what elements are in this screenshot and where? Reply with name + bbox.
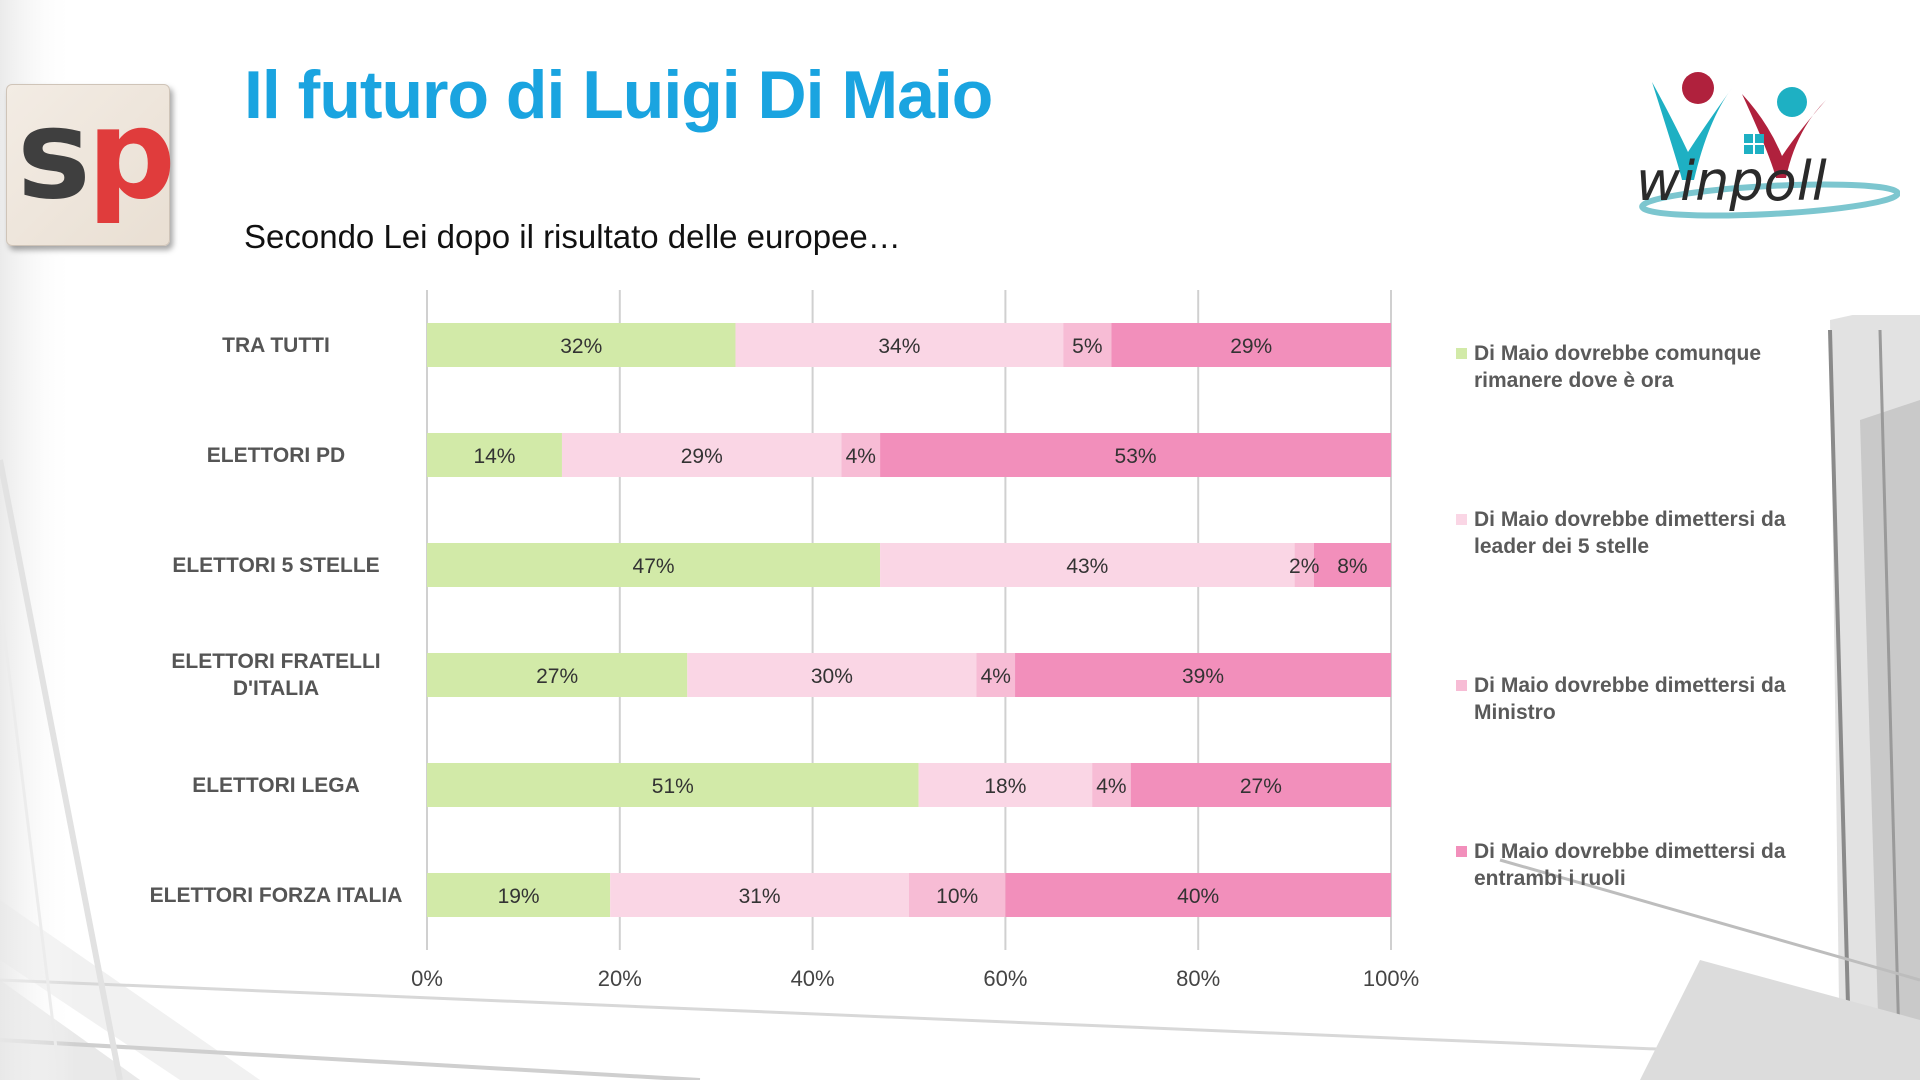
bar-value-label: 8% bbox=[1337, 555, 1367, 578]
legend-swatch bbox=[1456, 514, 1467, 525]
bar-segment bbox=[1130, 763, 1391, 807]
sp-logo-p: p bbox=[87, 83, 176, 227]
x-tick-label: 60% bbox=[983, 966, 1028, 991]
bar-value-label: 34% bbox=[878, 335, 920, 358]
bar-segment bbox=[427, 763, 919, 807]
page-title: Il futuro di Luigi Di Maio bbox=[244, 57, 993, 133]
bar-segment bbox=[841, 433, 881, 477]
sp-logo-s: s bbox=[17, 83, 91, 227]
x-tick-label: 80% bbox=[1176, 966, 1221, 991]
x-tick-label: 20% bbox=[597, 966, 642, 991]
bar-value-label: 14% bbox=[473, 445, 515, 468]
bar-segment bbox=[427, 323, 736, 367]
bar-value-label: 18% bbox=[984, 775, 1026, 798]
sp-logo: s p bbox=[6, 83, 176, 246]
category-label: TRA TUTTI bbox=[222, 333, 330, 357]
bar-segment bbox=[1015, 653, 1391, 697]
x-tick-label: 40% bbox=[790, 966, 835, 991]
x-tick-label: 0% bbox=[411, 966, 443, 991]
bar-value-label: 2% bbox=[1289, 555, 1319, 578]
bar-segment bbox=[561, 433, 842, 477]
chart-bars bbox=[427, 323, 1391, 917]
bar-segment bbox=[1313, 543, 1391, 587]
legend-swatch bbox=[1456, 680, 1467, 691]
bar-segment bbox=[735, 323, 1064, 367]
bar-segment bbox=[918, 763, 1093, 807]
legend-label: Di Maio dovrebbe dimettersi da entrambi … bbox=[1474, 840, 1786, 890]
bar-segment bbox=[427, 543, 881, 587]
bar-segment bbox=[909, 873, 1006, 917]
bar-segment bbox=[880, 543, 1295, 587]
winpoll-logo-text: winpoll bbox=[1636, 150, 1827, 213]
bar-value-label: 27% bbox=[1240, 775, 1282, 798]
bar-value-label: 19% bbox=[498, 885, 540, 908]
bar-value-label: 29% bbox=[681, 445, 723, 468]
bar-value-label: 30% bbox=[811, 665, 853, 688]
bar-value-label: 53% bbox=[1115, 445, 1157, 468]
bar-value-label: 4% bbox=[1096, 775, 1126, 798]
category-label: ELETTORI FORZA ITALIA bbox=[149, 883, 403, 907]
bar-value-label: 31% bbox=[739, 885, 781, 908]
legend-label: Di Maio dovrebbe dimettersi da leader de… bbox=[1474, 508, 1786, 558]
bar-segment bbox=[427, 433, 562, 477]
logo-background bbox=[1600, 0, 1920, 315]
bar-segment bbox=[1294, 543, 1314, 587]
category-label: ELETTORI 5 STELLE bbox=[172, 553, 380, 577]
bar-segment bbox=[1092, 763, 1131, 807]
page-subtitle: Secondo Lei dopo il risultato delle euro… bbox=[244, 218, 901, 255]
bar-value-label: 27% bbox=[536, 665, 578, 688]
category-label: ELETTORI LEGA bbox=[192, 773, 360, 797]
chart-gridlines bbox=[426, 290, 1392, 950]
bar-value-label: 29% bbox=[1230, 335, 1272, 358]
bar-value-label: 5% bbox=[1072, 335, 1102, 358]
bar-value-label: 32% bbox=[560, 335, 602, 358]
bar-segment bbox=[427, 873, 611, 917]
legend-swatch bbox=[1456, 348, 1467, 359]
bar-segment bbox=[687, 653, 977, 697]
legend-swatch bbox=[1456, 846, 1467, 857]
category-label: ELETTORI PD bbox=[206, 443, 346, 467]
bar-value-label: 10% bbox=[936, 885, 978, 908]
bar-segment bbox=[880, 433, 1391, 477]
chart-bar-labels: 32% 34% 5% 29% 14% 29% 4% 53% 47% 43% 2% 8% 27% 30% 4%… bbox=[473, 335, 1367, 908]
bar-value-label: 39% bbox=[1182, 665, 1224, 688]
bar-segment bbox=[1005, 873, 1391, 917]
bar-value-label: 4% bbox=[981, 665, 1011, 688]
bar-segment bbox=[976, 653, 1016, 697]
bar-segment bbox=[610, 873, 909, 917]
x-tick-label: 100% bbox=[1362, 966, 1420, 991]
bar-segment bbox=[1063, 323, 1112, 367]
bar-value-label: 47% bbox=[633, 555, 675, 578]
bar-value-label: 51% bbox=[652, 775, 694, 798]
winpoll-logo: winpoll bbox=[1636, 72, 1900, 219]
category-label: ELETTORI FRATELLI D'ITALIA bbox=[171, 650, 381, 700]
bar-value-label: 40% bbox=[1177, 885, 1219, 908]
bar-segment bbox=[427, 653, 688, 697]
bar-segment bbox=[1111, 323, 1391, 367]
bar-value-label: 4% bbox=[846, 445, 876, 468]
bar-value-label: 43% bbox=[1066, 555, 1108, 578]
legend-label: Di Maio dovrebbe comunque rimanere dove … bbox=[1474, 342, 1762, 392]
legend-label: Di Maio dovrebbe dimettersi da Ministro bbox=[1474, 674, 1786, 724]
